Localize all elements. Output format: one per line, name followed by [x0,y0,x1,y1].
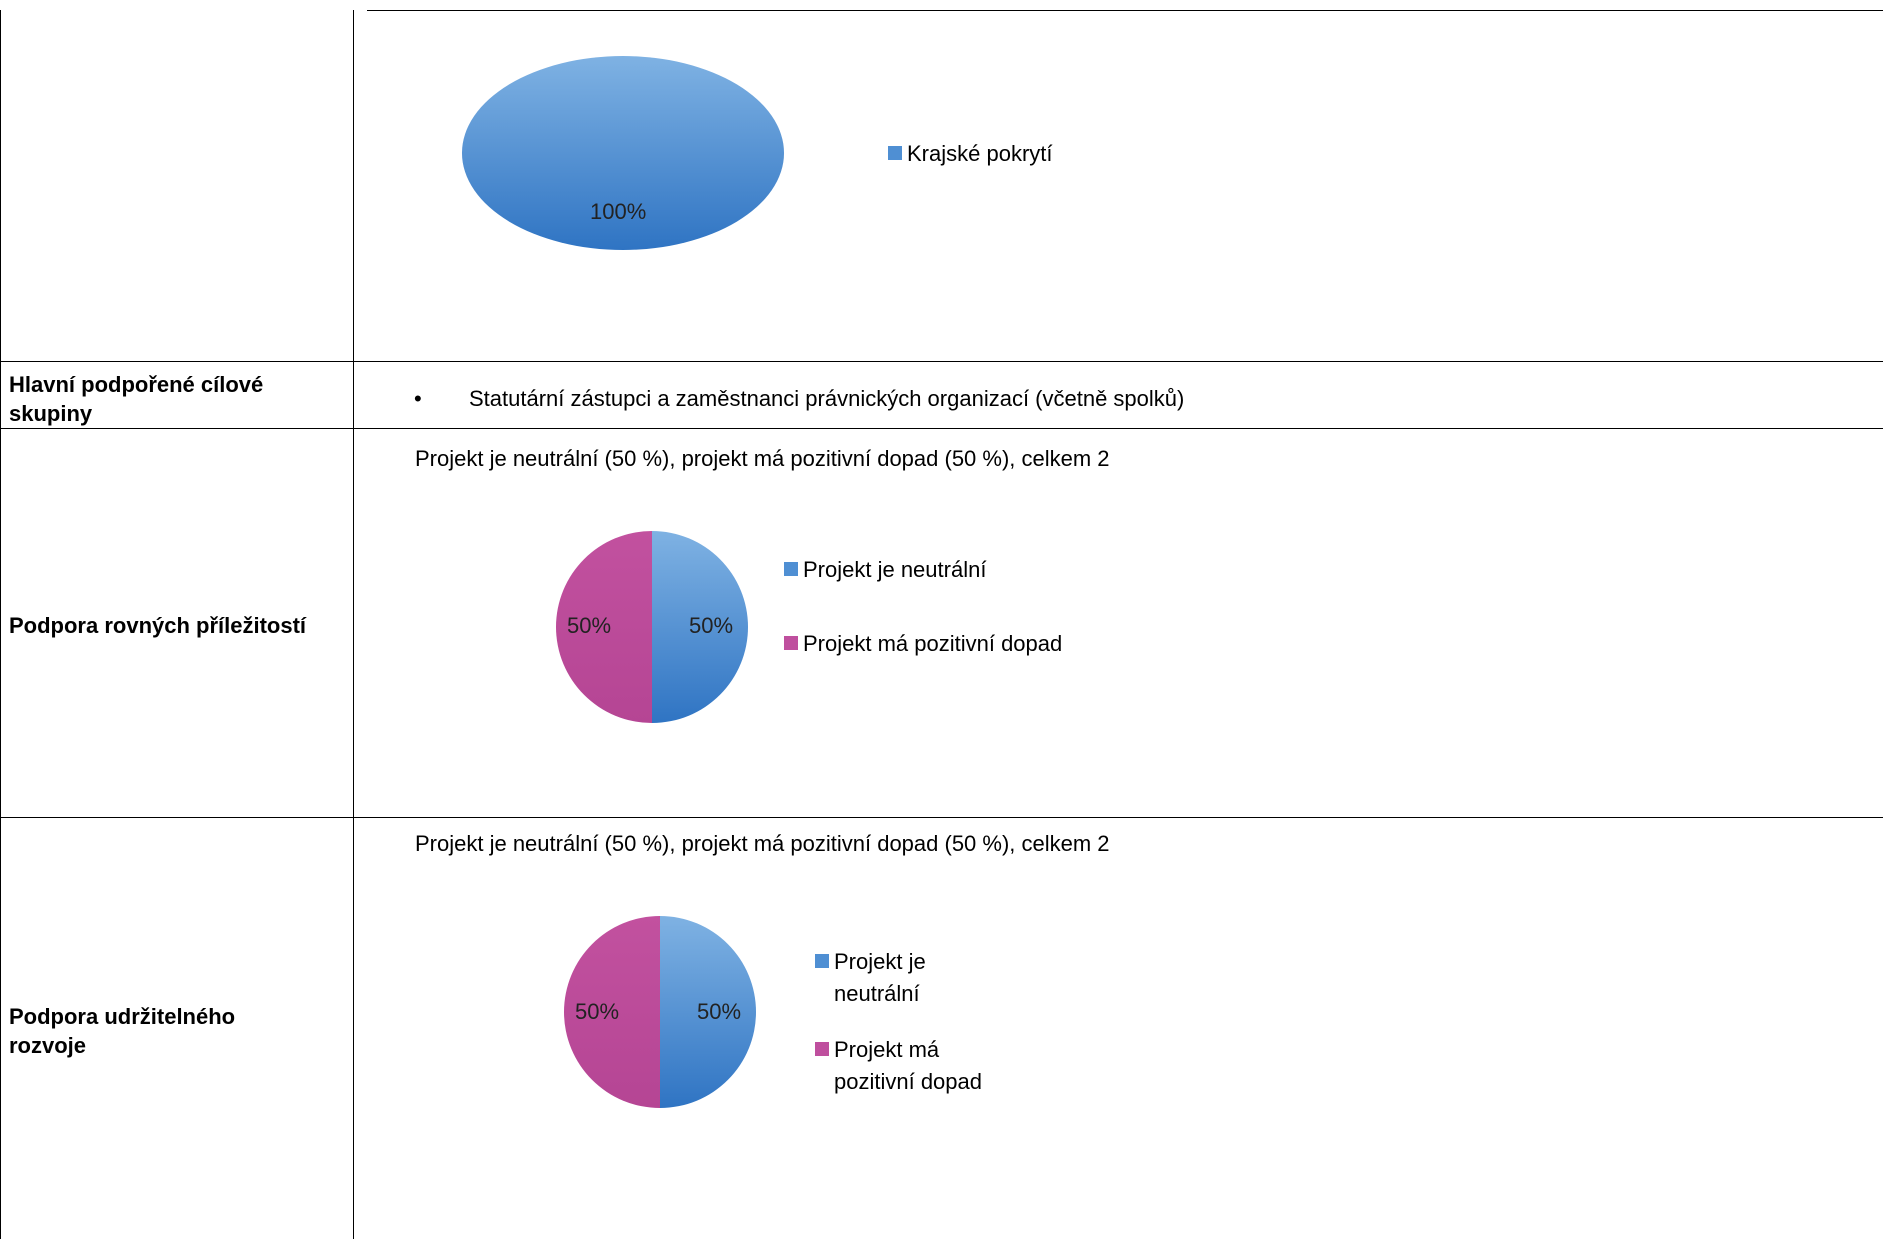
legend-item-neutral: Projekt je neutrální [815,946,994,1010]
pie-slice-krajsk-pokryt- [461,56,785,250]
legend-item-neutral: Projekt je neutrální [784,554,986,586]
legend-swatch [784,636,798,651]
row-label: Hlavní podpořené cílové skupiny [9,372,264,426]
legend-item-positive: Projekt má pozitivní dopad [784,628,1063,660]
data-label-neutral: 50% [689,613,734,638]
pie-slice-projekt-m-pozitivn-dopad [564,916,660,1108]
legend-swatch [815,1042,829,1057]
legend-item-positive: Projekt má pozitivní dopad [815,1034,1024,1098]
legend-swatch [888,146,902,161]
legend-swatch [815,954,829,969]
pie-slice-projekt-m-pozitivn-dopad [556,531,652,723]
pie-slice-projekt-je-neutr-ln- [652,531,748,723]
bullet-icon: • [414,386,422,411]
pie-slice-projekt-je-neutr-ln- [660,916,756,1108]
data-label-positive: 50% [567,613,612,638]
data-label-positive: 50% [575,999,620,1024]
data-label-coverage: 100% [590,199,647,224]
summary-text: Projekt je neutrální (50 %), projekt má … [415,831,1110,856]
legend-swatch [784,562,798,577]
legend-item-krajske-pokryti: Krajské pokrytí [888,138,1053,170]
data-label-neutral: 50% [697,999,742,1024]
summary-text: Projekt je neutrální (50 %), projekt má … [415,446,1110,471]
target-group-text: Statutární zástupci a zaměstnanci právni… [469,386,1185,411]
row-label: Podpora udržitelného rozvoje [9,1004,236,1058]
row-label: Podpora rovných příležitostí [9,613,307,638]
